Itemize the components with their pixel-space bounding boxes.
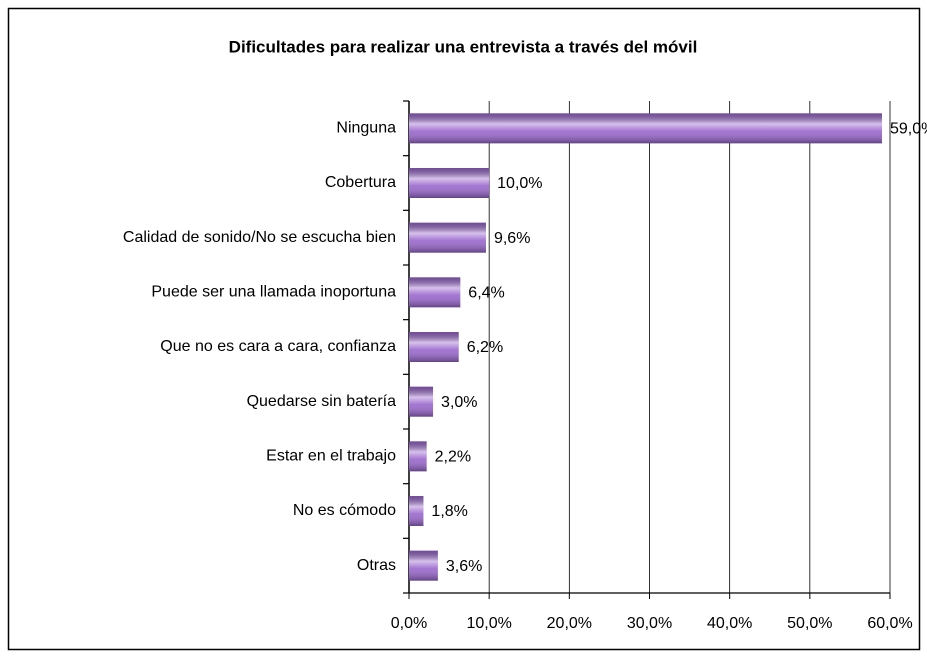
bar-shine	[409, 113, 882, 144]
y-tick-label: Otras	[357, 557, 396, 574]
value-label: 10,0%	[497, 175, 542, 192]
value-label: 9,6%	[494, 230, 530, 247]
y-tick-label: Puede ser una llamada inoportuna	[151, 284, 396, 301]
bar-shine	[409, 386, 434, 417]
y-tick-label: No es cómodo	[293, 502, 396, 519]
y-tick-label: Calidad de sonido/No se escucha bien	[123, 229, 396, 246]
value-label: 6,4%	[468, 285, 504, 302]
bar-shine	[409, 441, 427, 472]
bar-shine	[409, 277, 461, 308]
bar-shine	[409, 550, 438, 581]
value-label: 1,8%	[431, 503, 467, 520]
x-tick-label: 20,0%	[547, 615, 592, 632]
bar-shine	[409, 332, 459, 362]
y-tick-label: Quedarse sin batería	[247, 393, 397, 410]
chart-title: Dificultades para realizar una entrevist…	[229, 37, 698, 56]
x-tick-label: 30,0%	[627, 615, 672, 632]
y-tick-label: Ninguna	[336, 120, 396, 137]
x-tick-label: 10,0%	[466, 615, 511, 632]
x-tick-label: 40,0%	[707, 615, 752, 632]
bar-shine	[409, 496, 424, 526]
bar-shine	[409, 222, 486, 253]
y-tick-label: Cobertura	[325, 174, 396, 191]
x-tick-label: 50,0%	[787, 615, 832, 632]
x-tick-label: 60,0%	[867, 615, 912, 632]
chart-frame	[7, 7, 921, 651]
value-label: 3,6%	[446, 558, 482, 575]
value-label: 2,2%	[435, 449, 471, 466]
value-label: 59,0%	[890, 121, 927, 138]
x-tick-label: 0,0%	[391, 615, 427, 632]
y-tick-label: Estar en el trabajo	[266, 448, 396, 465]
value-label: 6,2%	[467, 339, 503, 356]
y-tick-label: Que no es cara a cara, confianza	[160, 338, 396, 355]
bar-shine	[409, 168, 490, 198]
value-label: 3,0%	[441, 394, 477, 411]
